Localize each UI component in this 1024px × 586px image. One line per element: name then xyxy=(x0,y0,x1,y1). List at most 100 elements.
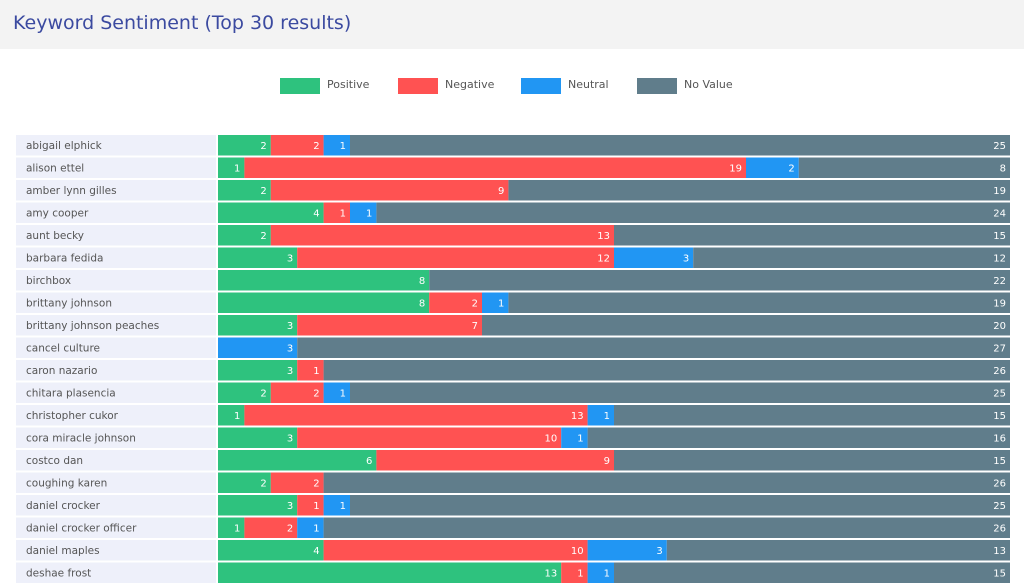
bar-aunt-becky-negative[interactable] xyxy=(270,225,614,246)
bar-abigail-elphick-positive[interactable] xyxy=(218,135,271,156)
bar-barbara-fedida-positive[interactable] xyxy=(218,247,298,269)
bar-amy-cooper-no-value[interactable] xyxy=(376,202,1010,224)
bar-caron-nazario-no-value[interactable] xyxy=(323,360,1011,381)
value-label-daniel-crocker-officer-no-value: 26 xyxy=(993,523,1006,534)
bar-aunt-becky-no-value[interactable] xyxy=(614,225,1010,246)
bar-chitara-plasencia-negative[interactable] xyxy=(270,382,324,404)
bar-daniel-crocker-neutral[interactable] xyxy=(323,495,350,516)
bar-amy-cooper-negative[interactable] xyxy=(323,202,350,224)
bar-cancel-culture-no-value[interactable] xyxy=(297,337,1010,359)
bar-abigail-elphick-neutral[interactable] xyxy=(323,135,350,156)
bar-chitara-plasencia-neutral[interactable] xyxy=(323,382,350,404)
category-label-daniel-maples: daniel maples xyxy=(26,545,100,557)
bar-daniel-crocker-positive[interactable] xyxy=(218,495,298,516)
bar-birchbox-no-value[interactable] xyxy=(429,270,1010,291)
bar-deshae-frost-neutral[interactable] xyxy=(587,562,614,584)
bar-cora-miracle-johnson-neutral[interactable] xyxy=(561,427,588,449)
bar-coughing-karen-negative[interactable] xyxy=(270,472,324,494)
bar-daniel-crocker-officer-negative[interactable] xyxy=(244,517,298,539)
category-label-brittany-johnson: brittany johnson xyxy=(26,298,112,310)
value-label-christopher-cukor-no-value: 15 xyxy=(993,411,1006,422)
value-label-daniel-crocker-officer-positive: 1 xyxy=(234,523,240,534)
bar-cora-miracle-johnson-negative[interactable] xyxy=(297,427,562,449)
bar-birchbox-positive[interactable] xyxy=(218,270,430,291)
bar-christopher-cukor-no-value[interactable] xyxy=(614,405,1010,426)
value-label-aunt-becky-negative: 13 xyxy=(597,231,610,242)
bar-amber-lynn-gilles-no-value[interactable] xyxy=(508,180,1010,201)
legend-swatch-no-value xyxy=(637,78,677,94)
bar-christopher-cukor-negative[interactable] xyxy=(244,405,588,426)
bar-daniel-maples-no-value[interactable] xyxy=(666,540,1010,561)
category-label-daniel-crocker: daniel crocker xyxy=(26,500,101,512)
bar-brittany-johnson-peaches-negative[interactable] xyxy=(297,315,482,336)
bar-barbara-fedida-negative[interactable] xyxy=(297,247,614,269)
bar-cora-miracle-johnson-positive[interactable] xyxy=(218,427,298,449)
value-label-amy-cooper-neutral: 1 xyxy=(366,208,372,219)
bar-daniel-crocker-officer-neutral[interactable] xyxy=(297,517,324,539)
bar-aunt-becky-positive[interactable] xyxy=(218,225,271,246)
bar-alison-ettel-no-value[interactable] xyxy=(798,157,1010,179)
value-label-daniel-crocker-officer-negative: 2 xyxy=(287,523,293,534)
bar-amy-cooper-positive[interactable] xyxy=(218,202,324,224)
value-label-brittany-johnson-no-value: 19 xyxy=(993,298,1006,309)
bar-daniel-crocker-officer-no-value[interactable] xyxy=(323,517,1011,539)
bar-brittany-johnson-negative[interactable] xyxy=(429,292,482,314)
bar-amy-cooper-neutral[interactable] xyxy=(350,202,377,224)
bar-costco-dan-no-value[interactable] xyxy=(614,450,1010,471)
bar-daniel-crocker-negative[interactable] xyxy=(297,495,324,516)
bar-abigail-elphick-negative[interactable] xyxy=(270,135,324,156)
row-label-bg xyxy=(16,225,216,246)
value-label-brittany-johnson-peaches-positive: 3 xyxy=(287,321,293,332)
bar-amber-lynn-gilles-positive[interactable] xyxy=(218,180,271,201)
value-label-chitara-plasencia-neutral: 1 xyxy=(340,388,346,399)
bar-amber-lynn-gilles-negative[interactable] xyxy=(270,180,509,201)
bar-alison-ettel-positive[interactable] xyxy=(218,157,245,179)
value-label-christopher-cukor-neutral: 1 xyxy=(604,411,610,422)
bar-brittany-johnson-peaches-positive[interactable] xyxy=(218,315,298,336)
bar-cora-miracle-johnson-no-value[interactable] xyxy=(587,427,1010,449)
bar-deshae-frost-no-value[interactable] xyxy=(614,562,1010,584)
bar-barbara-fedida-no-value[interactable] xyxy=(693,247,1010,269)
bar-daniel-crocker-officer-positive[interactable] xyxy=(218,517,245,539)
bar-costco-dan-negative[interactable] xyxy=(376,450,614,471)
bar-daniel-maples-neutral[interactable] xyxy=(587,540,667,561)
bar-cancel-culture-neutral[interactable] xyxy=(218,337,298,359)
row-label-bg xyxy=(16,157,216,178)
value-label-daniel-maples-no-value: 13 xyxy=(993,546,1006,557)
row-label-bg xyxy=(16,292,216,313)
value-label-aunt-becky-positive: 2 xyxy=(260,231,266,242)
bar-coughing-karen-no-value[interactable] xyxy=(323,472,1011,494)
bar-chitara-plasencia-positive[interactable] xyxy=(218,382,271,404)
legend-swatch-neutral xyxy=(521,78,561,94)
value-label-caron-nazario-positive: 3 xyxy=(287,366,293,377)
bar-deshae-frost-positive[interactable] xyxy=(218,562,562,584)
bar-alison-ettel-negative[interactable] xyxy=(244,157,746,179)
bar-chitara-plasencia-no-value[interactable] xyxy=(350,382,1010,404)
bar-caron-nazario-negative[interactable] xyxy=(297,360,324,381)
bar-christopher-cukor-positive[interactable] xyxy=(218,405,245,426)
category-label-alison-ettel: alison ettel xyxy=(26,163,84,175)
bar-daniel-maples-negative[interactable] xyxy=(323,540,588,561)
chart-title: Keyword Sentiment (Top 30 results) xyxy=(13,12,352,34)
bar-daniel-crocker-no-value[interactable] xyxy=(350,495,1010,516)
bar-brittany-johnson-neutral[interactable] xyxy=(482,292,509,314)
value-label-amber-lynn-gilles-negative: 9 xyxy=(498,186,504,197)
bar-caron-nazario-positive[interactable] xyxy=(218,360,298,381)
bar-barbara-fedida-neutral[interactable] xyxy=(614,247,694,269)
bar-brittany-johnson-positive[interactable] xyxy=(218,292,430,314)
value-label-coughing-karen-no-value: 26 xyxy=(993,478,1006,489)
bar-christopher-cukor-neutral[interactable] xyxy=(587,405,614,426)
category-label-cancel-culture: cancel culture xyxy=(26,343,100,355)
value-label-birchbox-no-value: 22 xyxy=(993,276,1006,287)
value-label-deshae-frost-neutral: 1 xyxy=(604,568,610,579)
value-label-brittany-johnson-neutral: 1 xyxy=(498,298,504,309)
bar-abigail-elphick-no-value[interactable] xyxy=(350,135,1010,156)
bar-coughing-karen-positive[interactable] xyxy=(218,472,271,494)
bar-costco-dan-positive[interactable] xyxy=(218,450,377,471)
bar-brittany-johnson-no-value[interactable] xyxy=(508,292,1010,314)
bar-alison-ettel-neutral[interactable] xyxy=(746,157,799,179)
bar-daniel-maples-positive[interactable] xyxy=(218,540,324,561)
bar-brittany-johnson-peaches-no-value[interactable] xyxy=(482,315,1010,336)
bar-deshae-frost-negative[interactable] xyxy=(561,562,588,584)
row-label-bg xyxy=(16,315,216,336)
